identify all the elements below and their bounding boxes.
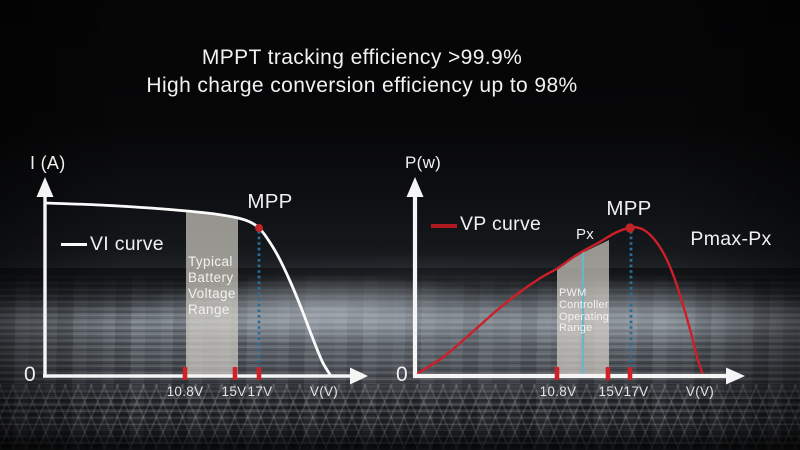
vp-xtick-10-8v: 10.8V <box>539 384 577 399</box>
vi-mpp-dot <box>255 224 263 232</box>
vi-y-axis-label: I (A) <box>30 153 66 173</box>
vp-y-axis-arrow-icon <box>406 177 424 197</box>
vi-origin-label: 0 <box>24 363 36 386</box>
vi-band-caption-line-3: Voltage <box>188 286 236 301</box>
vi-band-caption-line-4: Range <box>188 302 230 317</box>
headline-line-2: High charge conversion efficiency up to … <box>146 73 578 97</box>
vi-mpp-label: MPP <box>247 190 293 213</box>
vp-mpp-label: MPP <box>606 197 652 220</box>
vp-tick-1 <box>605 367 611 380</box>
vp-xtick-15v: 15V <box>598 384 624 399</box>
vi-band-caption-line-1: Typical <box>188 254 233 269</box>
vp-y-axis-label: P(w) <box>405 153 442 172</box>
vi-xtick-17v: 17V <box>247 384 273 399</box>
vi-y-axis-arrow-icon <box>36 177 54 197</box>
vp-xtick-17v: 17V <box>623 384 649 399</box>
vp-legend-label: VP curve <box>460 213 542 235</box>
vi-x-axis-arrow-icon <box>350 367 368 385</box>
vp-px-label: Px <box>575 226 595 243</box>
vp-x-axis-arrow-icon <box>726 367 745 385</box>
vp-band-caption: PWM Controller Operating Range <box>559 287 610 335</box>
vp-band-caption-line-1: PWM <box>559 287 587 299</box>
vi-curve <box>43 201 333 378</box>
vi-xtick-10-8v: 10.8V <box>166 384 204 399</box>
vi-band-caption: Typical Battery Voltage Range <box>188 254 236 318</box>
vp-tick-0 <box>554 367 560 380</box>
headline-line-1: MPPT tracking efficiency >99.9% <box>201 46 523 69</box>
vi-voltage-band <box>186 211 238 375</box>
vp-band-caption-line-2: Controller <box>559 298 609 311</box>
bottom-shadow <box>0 426 800 450</box>
vp-pmax-px-annotation: Pmax-Px <box>690 228 772 250</box>
vp-x-axis-unit-label: V(V) <box>685 384 715 399</box>
vp-origin-label: 0 <box>396 363 408 386</box>
vp-band-caption-line-4: Range <box>559 322 593 335</box>
vi-legend-label: VI curve <box>90 233 164 255</box>
vp-legend-dash-icon <box>431 224 457 228</box>
vp-tick-2 <box>627 367 633 380</box>
vi-tick-1 <box>232 367 238 380</box>
vi-tick-2 <box>256 367 262 380</box>
vi-legend-dash-icon <box>61 243 87 246</box>
vi-x-axis-unit-label: V(V) <box>309 384 339 399</box>
vi-tick-0 <box>182 367 188 380</box>
vp-mpp-dot <box>625 223 635 233</box>
vi-band-caption-line-2: Battery <box>188 270 234 285</box>
vp-band-caption-line-3: Operating <box>559 310 610 323</box>
headline: MPPT tracking efficiency >99.9% High cha… <box>0 44 724 99</box>
vi-xtick-15v: 15V <box>221 384 247 399</box>
